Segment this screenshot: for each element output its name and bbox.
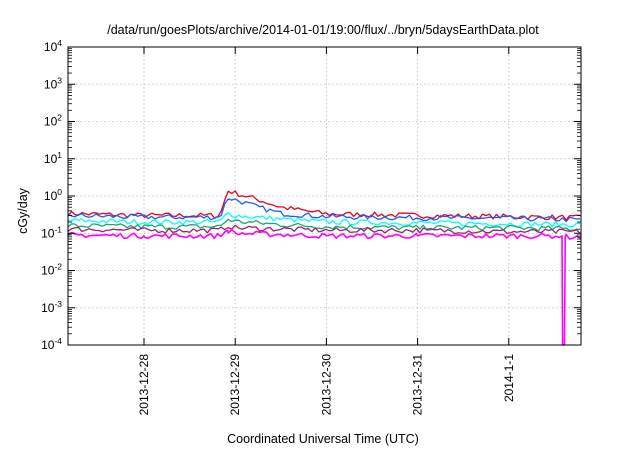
y-tick-label: 10-1 xyxy=(41,224,62,240)
y-tick-label: 102 xyxy=(44,113,62,129)
y-tick-label: 103 xyxy=(44,75,62,91)
series-line-1 xyxy=(67,190,581,221)
x-tick-label: 2013-12-31 xyxy=(411,354,425,416)
x-axis-label: Coordinated Universal Time (UTC) xyxy=(227,432,419,446)
series-line-4 xyxy=(67,218,581,232)
y-tick-label: 10-2 xyxy=(41,262,62,278)
x-tick-label: 2013-12-28 xyxy=(137,354,151,416)
series-layer xyxy=(67,190,582,346)
x-tick-label: 2014-1-1 xyxy=(502,354,516,402)
x-tick-label: 2013-12-30 xyxy=(319,354,333,416)
axes: 10-4 10-3 10-2 10-1 100 101 102 103 104 2013-12-2… xyxy=(41,38,582,416)
y-axis-label: cGy/day xyxy=(16,187,30,234)
series-line-2 xyxy=(67,198,581,223)
series-line-5 xyxy=(67,224,581,235)
y-tick-label: 10-3 xyxy=(41,299,62,315)
x-tick-label: 2013-12-29 xyxy=(228,354,242,416)
plot-frame xyxy=(67,46,582,346)
series-line-3 xyxy=(67,212,580,228)
series-line-6 xyxy=(67,229,582,346)
grid xyxy=(68,47,581,345)
y-tick-label: 10-4 xyxy=(41,336,62,352)
chart-title: /data/run/goesPlots/archive/2014-01-01/1… xyxy=(107,23,539,37)
y-tick-label: 104 xyxy=(44,38,62,54)
y-tick-label: 100 xyxy=(44,187,62,203)
y-tick-label: 101 xyxy=(44,150,62,166)
